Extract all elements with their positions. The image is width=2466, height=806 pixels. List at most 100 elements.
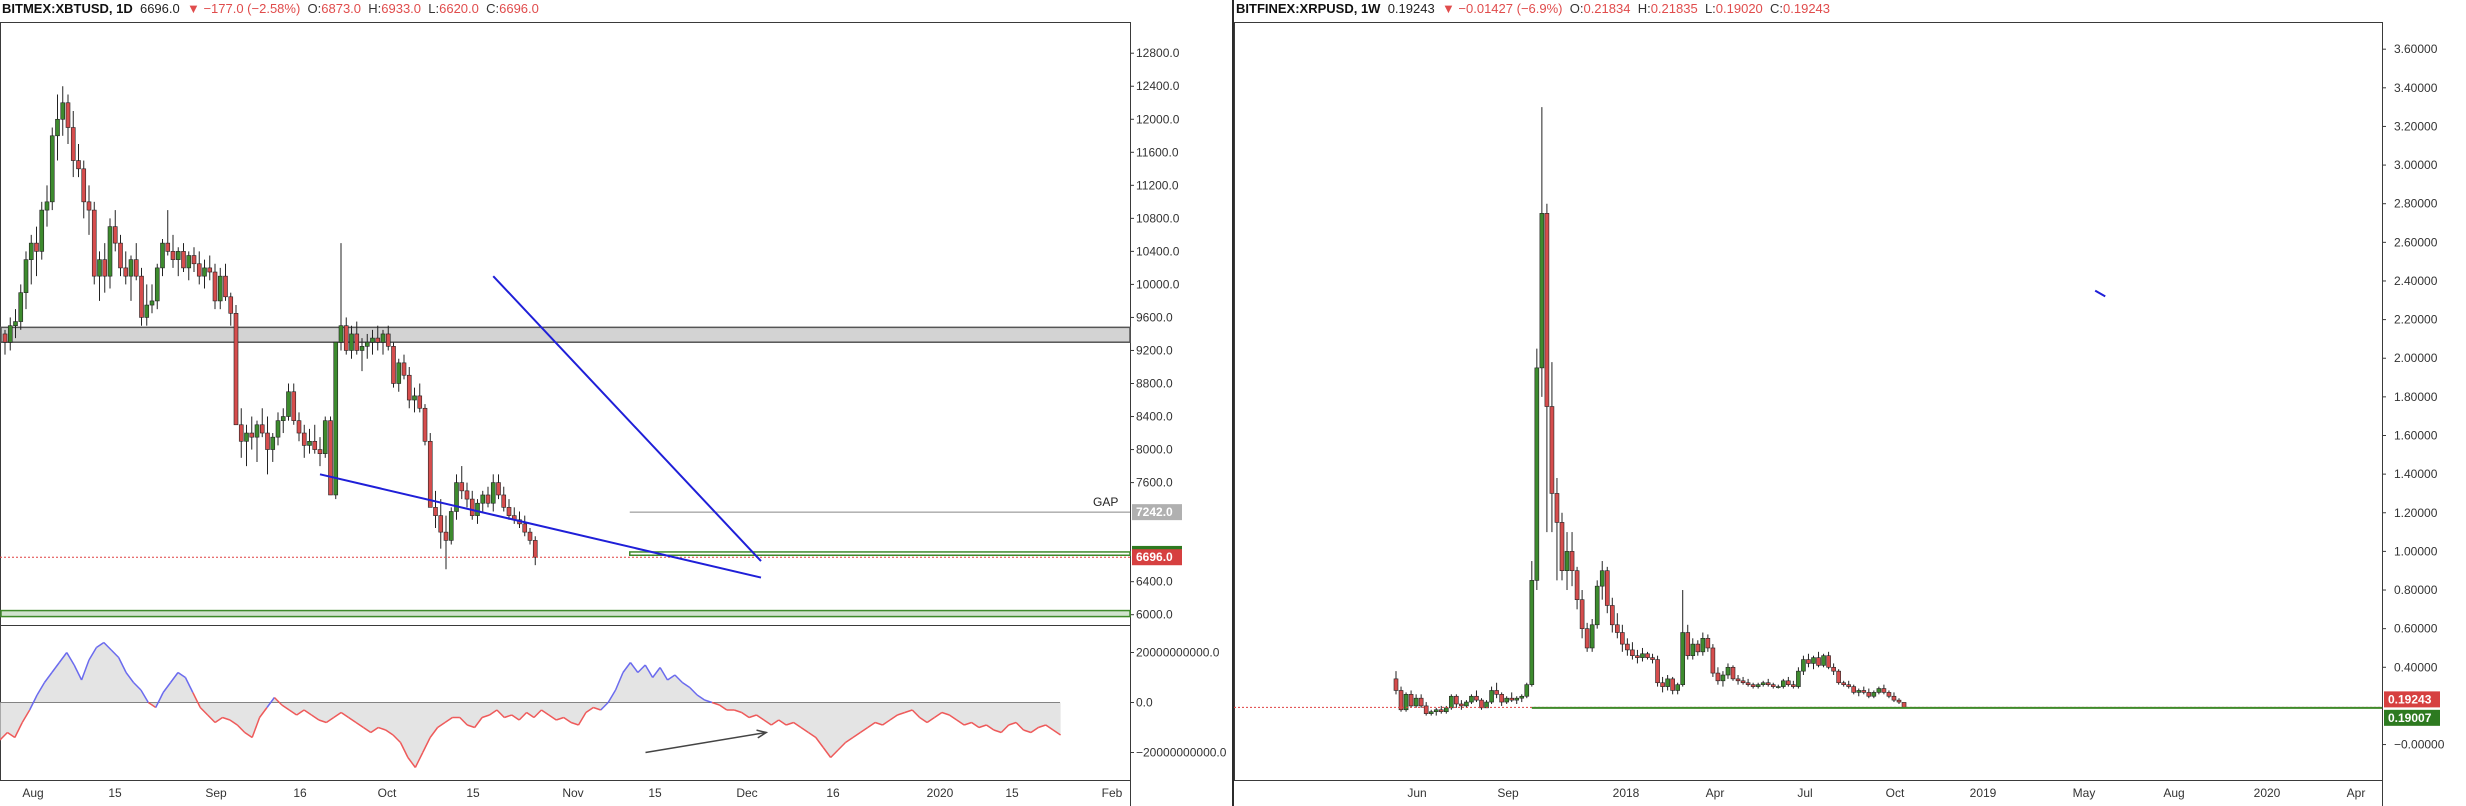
oscillator-segment <box>459 716 468 726</box>
x-tick-label: Nov <box>562 786 583 800</box>
y-tick-label: 3.60000 <box>2394 42 2438 56</box>
oscillator-segment <box>919 716 928 724</box>
candle-body <box>270 436 276 450</box>
support-box <box>629 551 1131 556</box>
y-tick-label: 10400.0 <box>1136 244 1180 258</box>
osc-tick-label: 20000000000.0 <box>1136 646 1220 660</box>
candle-body <box>343 325 349 351</box>
osc-tick-label: 0.0 <box>1136 696 1153 710</box>
xrp-chart-svg[interactable]: 3.60000 3.40000 3.20000 3.00000 2.80000 2.600… <box>1234 0 2466 806</box>
xrp-symbol[interactable]: BITFINEX:XRPUSD, 1W <box>1236 1 1381 16</box>
y-tick-label: 3.00000 <box>2394 158 2438 172</box>
candle-body <box>370 337 375 343</box>
candle-body <box>1589 624 1595 649</box>
oscillator-segment <box>667 674 676 681</box>
resistance-zone <box>0 326 1131 343</box>
candle-body <box>307 440 312 446</box>
y-tick-label: 0.40000 <box>2394 660 2438 674</box>
candle-body <box>301 432 307 446</box>
oscillator-segment <box>95 641 105 649</box>
candle-body <box>1660 682 1665 687</box>
candle-body <box>1459 703 1464 707</box>
oscillator-segment <box>207 714 216 724</box>
btc-chart-pane[interactable]: BITMEX:XBTUSD, 1D 6696.0 ▼ −177.0 (−2.58… <box>0 0 1232 806</box>
oscillator-segment <box>711 701 720 706</box>
candle-body <box>286 391 291 417</box>
candle-body <box>396 362 402 384</box>
candle-body <box>191 255 197 265</box>
candle-body <box>60 102 66 120</box>
candle-body <box>1685 632 1691 656</box>
oscillator-segment <box>318 719 327 724</box>
candle-body <box>1519 695 1525 699</box>
xrp-close-label: C: <box>1770 1 1784 16</box>
x-tick-label: Oct <box>378 786 397 800</box>
xrp-low-label: L: <box>1704 1 1716 16</box>
candle-body <box>1786 680 1791 685</box>
candle-body <box>160 242 165 269</box>
candle-body <box>1745 682 1751 685</box>
oscillator-segment <box>674 674 683 684</box>
oscillator-segment <box>1052 729 1062 736</box>
oscillator-segment <box>963 721 972 726</box>
btc-chart-svg[interactable]: 12800.0 12400.0 12000.0 11600.0 11200.0 10800… <box>0 0 1232 806</box>
oscillator-segment <box>956 719 965 726</box>
y-tick-label: 12800.0 <box>1136 46 1180 60</box>
y-tick-label: 1.40000 <box>2394 467 2438 481</box>
oscillator-segment <box>392 734 402 744</box>
gap-label: GAP <box>1093 495 1118 509</box>
x-tick-label: Aug <box>22 786 43 800</box>
btc-symbol[interactable]: BITMEX:XBTUSD, 1D <box>2 1 133 16</box>
y-tick-label: 9600.0 <box>1136 310 1173 324</box>
candle-body <box>1801 659 1806 672</box>
btc-chart-header: BITMEX:XBTUSD, 1D 6696.0 ▼ −177.0 (−2.58… <box>2 0 539 18</box>
candle-body <box>312 440 318 450</box>
candle-body <box>18 292 24 322</box>
candle-body <box>1720 674 1726 682</box>
oscillator-segment <box>570 721 579 726</box>
candle-body <box>1846 684 1852 687</box>
oscillator-segment <box>66 652 75 666</box>
candle-body <box>175 251 181 260</box>
candle-body <box>44 201 50 211</box>
support-zone <box>0 609 1131 618</box>
candle-body <box>249 432 255 438</box>
candle-body <box>485 494 491 504</box>
oscillator-segment <box>21 709 31 723</box>
y-tick-label: 8000.0 <box>1136 443 1173 457</box>
y-tick-label: 1.20000 <box>2394 506 2438 520</box>
oscillator-segment <box>155 692 164 708</box>
oscillator-segment <box>889 714 898 721</box>
candle-body <box>1559 522 1565 572</box>
xrp-low: 0.19020 <box>1715 1 1763 16</box>
xrp-chart-header: BITFINEX:XRPUSD, 1W 0.19243 ▼ −0.01427 (… <box>1236 0 1830 18</box>
oscillator-segment <box>778 719 787 726</box>
candle-body <box>181 251 186 269</box>
candle-body <box>1655 659 1660 684</box>
xrp-high-label: H: <box>1637 1 1651 16</box>
candle-body <box>70 127 76 161</box>
oscillator-segment <box>985 724 995 731</box>
y-tick-label: 10800.0 <box>1136 211 1180 225</box>
candle-body <box>1861 690 1867 693</box>
candle-body <box>81 168 87 203</box>
x-tick-label: 16 <box>826 786 840 800</box>
candle-body <box>1775 686 1781 688</box>
candle-body <box>280 416 286 421</box>
oscillator-segment <box>169 672 179 683</box>
candle-body <box>412 395 417 401</box>
xrp-chart-pane[interactable]: BITFINEX:XRPUSD, 1W 0.19243 ▼ −0.01427 (… <box>1234 0 2466 806</box>
oscillator-segment <box>563 716 572 724</box>
pane-divider[interactable] <box>1232 0 1234 806</box>
candle-body <box>1579 599 1585 629</box>
plot-frame <box>0 22 1131 781</box>
x-tick-label: Apr <box>2347 786 2366 800</box>
candle-body <box>112 226 118 244</box>
candle-body <box>1514 697 1520 701</box>
oscillator-segment <box>644 664 654 678</box>
oscillator-segment <box>830 749 839 759</box>
candle-body <box>1408 694 1414 707</box>
oscillator-segment <box>1015 721 1025 731</box>
candle-body <box>139 275 144 318</box>
y-tick-label: 8400.0 <box>1136 410 1173 424</box>
